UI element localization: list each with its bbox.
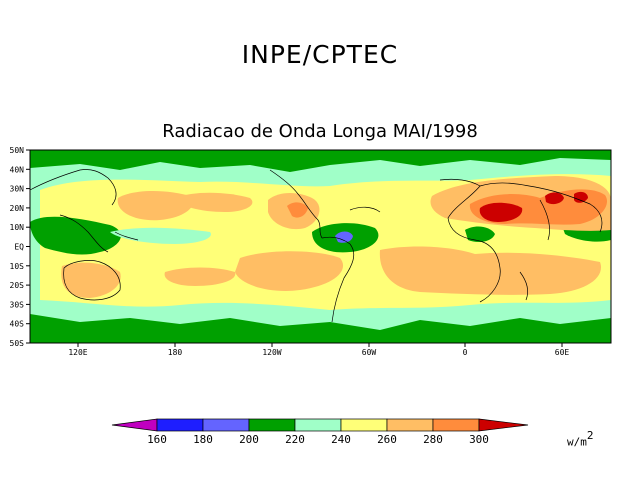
lon-label-120w: 120W	[262, 348, 281, 357]
units-label: w/m2	[567, 429, 594, 449]
olr-map: 50N 40N 30N 20N 10N EQ 10S 20S 30S 40S 5…	[10, 146, 612, 357]
colorbar-bin-240-260	[340, 418, 388, 432]
lon-label-180: 180	[168, 348, 183, 357]
lat-label-30n: 30N	[10, 185, 25, 194]
colorbar-label-220: 220	[285, 433, 305, 446]
lat-label-40s: 40S	[10, 320, 25, 329]
units-exponent: 2	[586, 429, 594, 442]
contour-green-africa	[465, 226, 495, 242]
lat-axis: 50N 40N 30N 20N 10N EQ 10S 20S 30S 40S 5…	[10, 146, 30, 348]
colorbar-bin-220-240	[294, 418, 342, 432]
colorbar-label-180: 180	[193, 433, 213, 446]
colorbar-bin-260-280	[386, 418, 434, 432]
units-text: w/m	[567, 435, 587, 449]
lon-label-60w: 60W	[362, 348, 377, 357]
lon-axis: 120E 180 120W 60W 0 60E	[68, 343, 569, 357]
contour-blue-amazon	[335, 231, 353, 243]
contour-orange-npac-1	[117, 191, 194, 221]
colorbar-arrow-low	[111, 418, 158, 432]
lat-label-30s: 30S	[10, 300, 25, 309]
colorbar-bin-180-200	[202, 418, 250, 432]
colorbar-bin-200-220	[248, 418, 296, 432]
coastlines	[29, 169, 603, 323]
lat-label-eq: EQ	[14, 243, 24, 252]
colorbar-label-160: 160	[147, 433, 167, 446]
colorbar-label-280: 280	[423, 433, 443, 446]
lon-label-0: 0	[463, 348, 468, 357]
contour-green-south	[30, 314, 611, 343]
lat-label-50s: 50S	[10, 339, 25, 348]
lon-label-60e: 60E	[555, 348, 570, 357]
contour-red-arabia-2	[574, 191, 588, 203]
contour-darkorange-camerica	[287, 202, 308, 218]
contour-red-arabia-1	[545, 192, 564, 205]
contour-orange-satl	[379, 246, 602, 295]
contour-aqua-eq	[110, 227, 211, 244]
lat-label-10n: 10N	[10, 223, 25, 232]
lat-label-10s: 10S	[10, 262, 25, 271]
lat-label-40n: 40N	[10, 165, 25, 174]
colorbar-bin-160-180	[156, 418, 204, 432]
lat-label-20s: 20S	[10, 281, 25, 290]
colorbar-label-240: 240	[331, 433, 351, 446]
colorbar-label-300: 300	[469, 433, 489, 446]
contour-orange-seq-pac	[235, 251, 344, 291]
colorbar-label-260: 260	[377, 433, 397, 446]
contour-orange-spac	[164, 267, 236, 286]
lon-label-120e: 120E	[68, 348, 87, 357]
contour-orange-npac-2	[175, 192, 253, 212]
contour-green-wpac	[30, 216, 121, 255]
contour-red-sahara	[479, 202, 523, 222]
colorbar-bin-280-300	[432, 418, 480, 432]
colorbar: 160 180 200 220 240 260 280 300	[111, 418, 529, 446]
colorbar-label-200: 200	[239, 433, 259, 446]
map-title: Radiacao de Onda Longa MAI/1998	[162, 121, 478, 142]
contour-green-north	[30, 150, 611, 172]
main-title: INPE/CPTEC	[241, 40, 399, 69]
lat-label-20n: 20N	[10, 204, 25, 213]
contour-orange-australia	[61, 262, 121, 298]
colorbar-arrow-high	[478, 418, 529, 432]
lat-label-50n: 50N	[10, 146, 25, 155]
